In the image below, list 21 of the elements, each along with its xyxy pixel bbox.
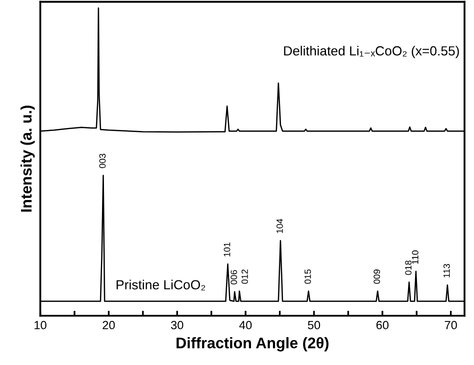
annotation: 015	[304, 269, 311, 284]
x-tick-label: 20	[102, 320, 115, 330]
series-label: Delithiated Li₁₋ₓCoO₂ (x=0.55)	[284, 46, 459, 58]
annotation: 006	[230, 270, 238, 284]
annotation: 003	[99, 154, 106, 168]
x-tick-label: 40	[239, 320, 252, 330]
annotation: 018	[405, 260, 412, 275]
x-tick-label: 10	[34, 320, 46, 330]
series-label: Pristine LiCoO₂	[116, 280, 206, 290]
annotation: 009	[374, 270, 380, 284]
annotation: 101	[224, 242, 230, 256]
y-axis-title: Intensity (a. u.)	[20, 106, 35, 212]
annotation: 104	[276, 218, 283, 233]
annotation: 012	[242, 270, 248, 284]
x-tick-label: 30	[171, 320, 184, 330]
x-tick-label: 70	[444, 320, 457, 330]
x-axis-title: Diffraction Angle (2θ)	[176, 337, 328, 352]
annotation: 110	[412, 250, 418, 264]
x-tick-label: 60	[376, 320, 389, 330]
x-tick-label: 50	[308, 320, 320, 330]
annotation: 113	[443, 264, 450, 278]
